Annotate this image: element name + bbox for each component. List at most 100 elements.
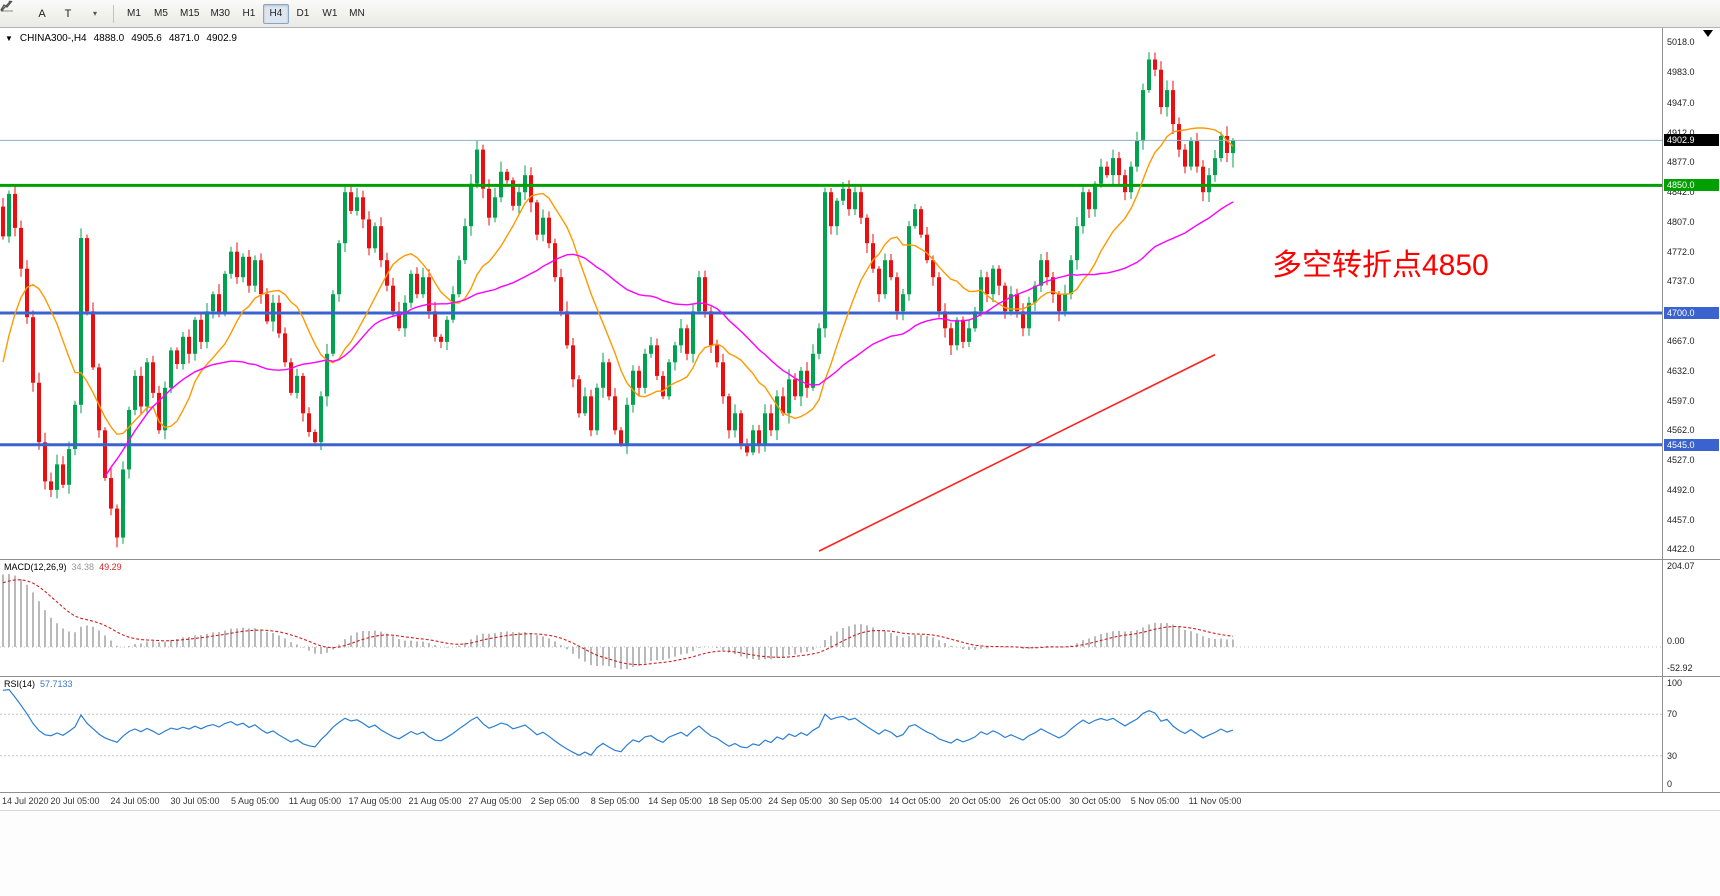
candlesticks <box>1 52 1235 548</box>
rsi-scale-70: 70 <box>1667 709 1678 720</box>
rsi-panel[interactable]: RSI(14) 57.7133 <box>0 677 1662 793</box>
chart-toolbar: A T ▾ M1 M5 M15 M30 H1 H4 D1 W1 MN <box>0 0 1720 28</box>
price-tick-label: 4597.0 <box>1667 395 1695 406</box>
time-axis-label: 14 Jul 2020 <box>2 796 49 806</box>
price-tag-4902.9: 4902.9 <box>1664 134 1719 147</box>
price-tick-label: 4772.0 <box>1667 246 1695 257</box>
slow-ma-line <box>104 201 1234 478</box>
price-tick-label: 4983.0 <box>1667 67 1695 78</box>
price-tag-4545.0: 4545.0 <box>1664 438 1719 451</box>
rsi-label: RSI(14) 57.7133 <box>4 679 73 689</box>
rsi-line <box>2 688 1234 756</box>
timeframe-group: M1 M5 M15 M30 H1 H4 D1 W1 MN <box>121 3 370 24</box>
toolbar-separator <box>113 4 114 23</box>
price-tick-label: 4737.0 <box>1667 276 1695 287</box>
price-tag-4700.0: 4700.0 <box>1664 306 1719 319</box>
time-axis-label: 14 Oct 05:00 <box>889 796 941 806</box>
macd-signal-line <box>2 579 1234 666</box>
rsi-canvas <box>0 688 1662 757</box>
time-axis-label: 30 Oct 05:00 <box>1069 796 1121 806</box>
price-tick-label: 4527.0 <box>1667 455 1695 466</box>
price-tick-label: 4807.0 <box>1667 216 1695 227</box>
rsi-value: 57.7133 <box>40 679 73 689</box>
timeframe-mn-button[interactable]: MN <box>344 4 370 24</box>
time-axis-label: 2 Sep 05:00 <box>530 796 580 806</box>
quote-open: 4888.0 <box>93 33 125 44</box>
time-axis-label: 17 Aug 05:00 <box>348 796 402 806</box>
quote-high: 4905.6 <box>131 33 162 44</box>
bottom-filler <box>0 811 1720 896</box>
timeframe-h1-button[interactable]: H1 <box>236 4 262 24</box>
price-tick-label: 4667.0 <box>1667 336 1695 347</box>
chart-annotation-text: 多空转折点4850 <box>1272 249 1489 282</box>
macd-histogram <box>2 573 1234 670</box>
timeframe-m1-button[interactable]: M1 <box>121 4 147 24</box>
time-axis-label: 30 Jul 05:00 <box>170 796 220 806</box>
price-tick-label: 4912.0 <box>1667 127 1695 138</box>
rsi-name: RSI(14) <box>4 679 36 689</box>
price-chart-panel[interactable]: ▼ CHINA300-,H4 4888.0 4905.6 4871.0 4902… <box>0 28 1662 560</box>
time-axis-label: 14 Sep 05:00 <box>648 796 702 806</box>
time-axis-label: 8 Sep 05:00 <box>590 796 640 806</box>
time-axis-label: 20 Jul 05:00 <box>50 796 100 806</box>
macd-panel[interactable]: MACD(12,26,9) 34.38 49.29 <box>0 560 1662 677</box>
quote-low: 4871.0 <box>168 33 200 44</box>
price-tick-label: 4877.0 <box>1667 157 1695 168</box>
price-tag-4850.0: 4850.0 <box>1664 179 1719 192</box>
chevron-down-icon: ▾ <box>92 9 97 18</box>
quote-close: 4902.9 <box>206 33 237 44</box>
time-axis-label: 26 Oct 05:00 <box>1009 796 1061 806</box>
price-tick-label: 4947.0 <box>1667 97 1695 108</box>
text-tool-button[interactable]: T <box>56 4 80 24</box>
autoscroll-button[interactable]: A <box>30 4 54 24</box>
timeframe-m30-button[interactable]: M30 <box>205 4 234 24</box>
macd-scale-min: -52.92 <box>1667 663 1693 673</box>
macd-scale[interactable]: 204.07 0.00 -52.92 <box>1662 560 1720 677</box>
timeframe-d1-button[interactable]: D1 <box>290 4 316 24</box>
trend-line[interactable] <box>818 353 1216 552</box>
time-axis-label: 27 Aug 05:00 <box>468 796 522 806</box>
time-axis-label: 11 Nov 05:00 <box>1188 796 1242 806</box>
rsi-scale-30: 30 <box>1667 750 1678 761</box>
price-tick-label: 5018.0 <box>1667 37 1695 48</box>
line-studies-button[interactable]: ▾ <box>0 0 106 24</box>
time-axis-label: 11 Aug 05:00 <box>288 796 342 806</box>
symbol-dropdown-icon[interactable]: ▼ <box>5 34 13 43</box>
price-tick-label: 4842.0 <box>1667 187 1695 198</box>
macd-scale-zero: 0.00 <box>1667 636 1685 646</box>
price-tick-label: 4422.0 <box>1667 544 1695 555</box>
time-axis-label: 18 Sep 05:00 <box>708 796 762 806</box>
rsi-scale-0: 0 <box>1667 779 1673 789</box>
price-scale[interactable]: 5018.0 4983.0 4947.0 4912.0 4877.0 4842.0 4807… <box>1662 28 1720 560</box>
macd-label: MACD(12,26,9) 34.38 49.29 <box>4 562 122 572</box>
time-axis-label: 20 Oct 05:00 <box>949 796 1001 806</box>
time-axis-label: 24 Jul 05:00 <box>110 796 160 806</box>
price-tick-label: 4457.0 <box>1667 514 1695 525</box>
macd-main-value: 34.38 <box>71 562 95 572</box>
macd-name: MACD(12,26,9) <box>4 562 67 572</box>
timeframe-w1-button[interactable]: W1 <box>317 4 343 24</box>
timeframe-m5-button[interactable]: M5 <box>148 4 174 24</box>
price-tick-label: 4562.0 <box>1667 425 1695 436</box>
rsi-scale[interactable]: 100 70 30 0 <box>1662 677 1720 793</box>
time-axis-label: 21 Aug 05:00 <box>408 796 462 806</box>
macd-scale-max: 204.07 <box>1667 561 1695 571</box>
time-axis-label: 5 Nov 05:00 <box>1130 796 1180 806</box>
time-axis-label: 30 Sep 05:00 <box>828 796 882 806</box>
macd-canvas <box>0 573 1662 670</box>
time-axis-label: 24 Sep 05:00 <box>768 796 822 806</box>
quote-bar: ▼ CHINA300-,H4 4888.0 4905.6 4871.0 4902… <box>5 33 237 44</box>
price-chart-canvas <box>0 52 1662 552</box>
rsi-scale-100: 100 <box>1667 678 1683 688</box>
time-axis[interactable]: 14 Jul 2020 20 Jul 05:00 24 Jul 05:00 30 Ju… <box>0 793 1720 811</box>
timeframe-m15-button[interactable]: M15 <box>175 4 204 24</box>
macd-signal-value: 49.29 <box>99 562 122 572</box>
fast-ma-line <box>2 127 1234 436</box>
timeframe-h4-button[interactable]: H4 <box>262 3 289 24</box>
price-tick-label: 4632.0 <box>1667 365 1695 376</box>
time-axis-label: 5 Aug 05:00 <box>230 796 280 806</box>
price-tick-label: 4492.0 <box>1667 484 1695 495</box>
chart-shift-marker-icon[interactable] <box>1703 30 1713 37</box>
symbol-label: CHINA300-,H4 <box>19 33 87 44</box>
